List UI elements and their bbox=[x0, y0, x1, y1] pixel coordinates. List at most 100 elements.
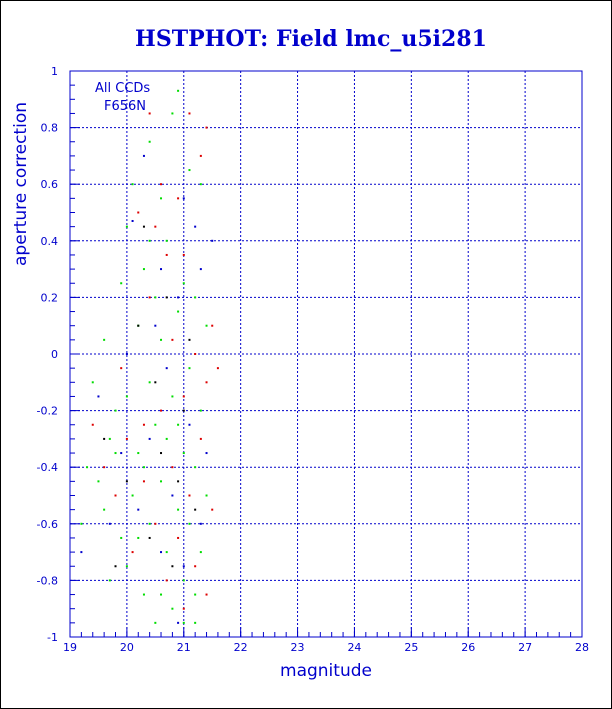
data-point bbox=[182, 409, 185, 412]
data-point bbox=[108, 437, 111, 440]
data-point bbox=[142, 480, 145, 483]
data-point bbox=[194, 353, 197, 355]
data-point bbox=[199, 268, 202, 271]
data-point bbox=[114, 409, 117, 412]
data-point bbox=[142, 423, 145, 426]
data-point bbox=[171, 395, 174, 398]
data-point bbox=[182, 579, 185, 582]
y-tick-label: -0.8 bbox=[37, 574, 58, 587]
data-point bbox=[114, 452, 117, 455]
data-point bbox=[120, 367, 123, 370]
y-tick-label: -0.6 bbox=[37, 518, 58, 531]
data-point bbox=[160, 338, 163, 341]
x-tick-label: 22 bbox=[234, 641, 248, 654]
data-point bbox=[194, 466, 197, 469]
data-point bbox=[125, 395, 128, 398]
data-point bbox=[142, 225, 145, 228]
data-point bbox=[165, 437, 168, 440]
data-point bbox=[154, 296, 157, 299]
x-tick-label: 21 bbox=[177, 641, 191, 654]
y-axis-label: aperture correction bbox=[11, 102, 31, 266]
data-point bbox=[211, 324, 214, 327]
data-point bbox=[160, 268, 163, 271]
data-point bbox=[188, 169, 191, 172]
data-point bbox=[171, 338, 174, 341]
data-point bbox=[131, 551, 134, 554]
data-point bbox=[125, 353, 128, 355]
data-point bbox=[154, 522, 157, 525]
data-point bbox=[171, 466, 174, 469]
data-point bbox=[194, 225, 197, 228]
data-point bbox=[182, 253, 185, 256]
data-point bbox=[80, 551, 83, 554]
data-point bbox=[177, 89, 180, 92]
data-point bbox=[137, 452, 140, 455]
data-point bbox=[125, 437, 128, 440]
annotation-ccds: All CCDs bbox=[95, 81, 150, 96]
data-point bbox=[125, 480, 128, 483]
data-point bbox=[188, 423, 191, 426]
axis-ticks bbox=[69, 70, 583, 638]
data-point bbox=[154, 324, 157, 327]
data-point bbox=[194, 565, 197, 568]
data-point bbox=[137, 536, 140, 539]
data-point bbox=[188, 367, 191, 370]
data-point bbox=[171, 607, 174, 610]
data-point bbox=[103, 338, 106, 341]
data-point bbox=[199, 154, 202, 157]
x-tick-label: 27 bbox=[518, 641, 532, 654]
data-point bbox=[103, 466, 106, 469]
data-point bbox=[182, 452, 185, 455]
data-point bbox=[131, 219, 134, 222]
data-point bbox=[182, 395, 185, 398]
data-point bbox=[160, 409, 163, 412]
data-point bbox=[216, 367, 219, 370]
data-point bbox=[171, 112, 174, 115]
data-point bbox=[148, 112, 151, 115]
data-point bbox=[211, 239, 214, 242]
x-tick-label: 20 bbox=[120, 641, 134, 654]
data-point bbox=[177, 480, 180, 483]
y-tick-label: -1 bbox=[47, 631, 58, 644]
data-point bbox=[165, 551, 168, 554]
chart-title: HSTPHOT: Field lmc_u5i281 bbox=[135, 26, 487, 52]
data-point bbox=[97, 395, 100, 398]
annotation-filter: F656N bbox=[104, 99, 146, 114]
data-point bbox=[148, 140, 151, 143]
data-point bbox=[160, 593, 163, 596]
data-point bbox=[148, 296, 151, 299]
data-point bbox=[148, 437, 151, 440]
data-point bbox=[177, 536, 180, 539]
data-point bbox=[114, 565, 117, 568]
data-point bbox=[194, 508, 197, 511]
data-point bbox=[160, 197, 163, 200]
data-point bbox=[154, 423, 157, 426]
x-tick-label: 28 bbox=[575, 641, 589, 654]
data-point bbox=[137, 211, 140, 214]
data-point bbox=[182, 197, 185, 200]
data-point bbox=[114, 494, 117, 497]
data-point bbox=[148, 536, 151, 539]
tick-labels: 19 20 21 22 23 24 25 26 27 28 -1 -0.8 -0.6 -0.4 -0.2 0 0… bbox=[37, 65, 589, 654]
y-tick-label: 0.2 bbox=[41, 291, 59, 304]
data-point bbox=[154, 225, 157, 228]
data-point bbox=[142, 466, 145, 469]
data-point bbox=[171, 565, 174, 568]
data-point bbox=[199, 183, 202, 186]
y-tick-label: 0.4 bbox=[41, 235, 59, 248]
data-point bbox=[177, 423, 180, 426]
data-point bbox=[177, 197, 180, 200]
data-point bbox=[199, 409, 202, 412]
data-point bbox=[131, 494, 134, 497]
data-point bbox=[177, 296, 180, 299]
y-tick-label: 1 bbox=[51, 65, 58, 78]
data-point bbox=[199, 522, 202, 525]
data-point bbox=[188, 494, 191, 497]
data-point bbox=[125, 225, 128, 228]
data-point bbox=[205, 494, 208, 497]
data-point bbox=[103, 437, 106, 440]
x-tick-label: 24 bbox=[347, 641, 361, 654]
y-tick-label: -0.2 bbox=[37, 405, 58, 418]
x-tick-label: 23 bbox=[291, 641, 305, 654]
data-point bbox=[108, 522, 111, 525]
